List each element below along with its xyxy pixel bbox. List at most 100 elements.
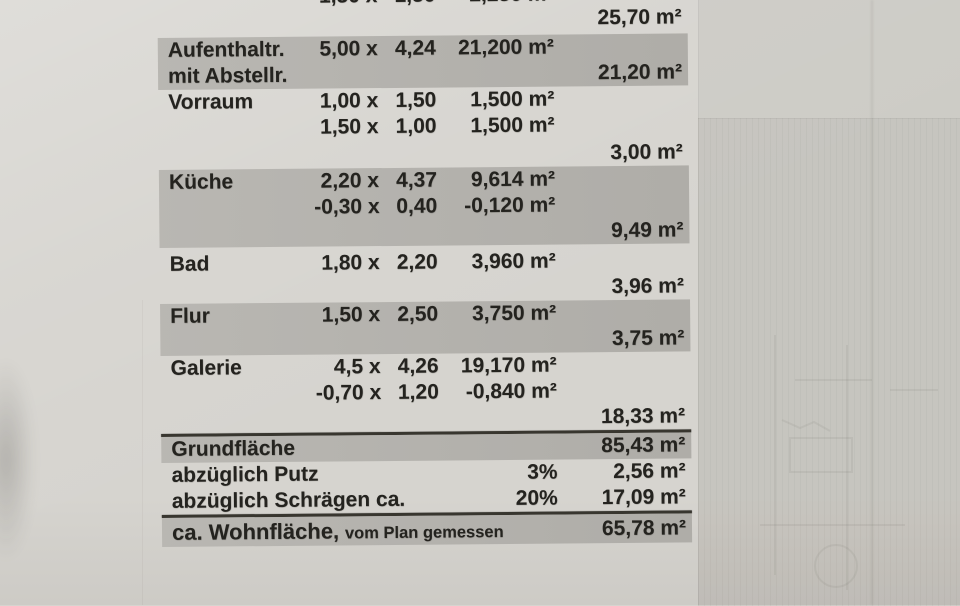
dim-width: [314, 220, 379, 247]
dim-height: [381, 406, 439, 433]
dim-width: [315, 328, 380, 355]
paper-crease-line: [142, 300, 143, 605]
dim-height: [377, 7, 435, 34]
summary-label: abzüglich Putz: [171, 462, 319, 487]
summary-label: abzüglich Schrägen ca.: [171, 487, 406, 513]
area-product: [435, 6, 553, 33]
dim-height: 1,20: [397, 380, 439, 404]
summary-row-schraegen: abzüglich Schrägen ca. 20% 17,09 m²: [162, 484, 692, 515]
area-subtotal: [555, 165, 689, 192]
dim-width: [314, 142, 379, 169]
room-label: [161, 407, 316, 434]
area-subtotal: 18,33 m²: [600, 404, 686, 429]
room-block-bad: Bad 1,80 x 2,20 3,960 m² 3,96 m²: [160, 247, 690, 304]
room-block-aufenthaltsraum: Aufenthaltr. 5,00 x 4,24 21,200 m² mit A…: [157, 33, 689, 91]
table-row: 18,33 m²: [161, 403, 691, 434]
paper-fold-line: [871, 0, 873, 605]
dim-width: 1,80 x: [321, 251, 380, 275]
area-product: 3,750 m²: [471, 301, 557, 326]
dim-height: [380, 276, 438, 303]
summary-value: 17,09 m²: [601, 485, 686, 510]
total-row-wohnflaeche: ca. Wohnfläche, vom Plan gemessen 65,78 …: [161, 513, 693, 550]
dim-height: [379, 142, 437, 169]
dim-width: [315, 276, 380, 303]
room-label: Bad: [169, 252, 210, 276]
area-product: -0,840 m²: [465, 379, 557, 404]
dim-width: -0,30 x: [314, 195, 380, 219]
area-product: [437, 219, 555, 246]
room-block-galerie: Galerie 4,5 x 4,26 19,170 m² -0,70 x 1,2…: [160, 351, 691, 434]
dim-width: 1,50 x: [320, 115, 379, 139]
area-subtotal: [557, 377, 691, 404]
paper-edge-shadow: [0, 320, 46, 600]
dim-width: 1,00 x: [319, 89, 379, 113]
dim-height: 1,00: [395, 114, 437, 138]
table-row: 1,50 x 1,00 1,500 m²: [158, 111, 688, 142]
dim-height: [379, 220, 437, 247]
dim-width: 2,20 x: [320, 169, 380, 193]
area-product: [438, 327, 556, 354]
area-subtotal: 3,00 m²: [610, 140, 683, 165]
area-calculation-table: 1,50 x 1,50 2,250 m² 25,70 m² Aufenthalt…: [157, 0, 693, 550]
area-product: [436, 61, 554, 88]
area-product: [438, 275, 556, 302]
dim-width: 1,50 x: [312, 0, 378, 10]
area-product: 9,614 m²: [470, 167, 556, 192]
table-row: 9,49 m²: [159, 217, 689, 248]
area-product: -0,120 m²: [464, 193, 556, 218]
room-label: Aufenthaltr.: [167, 37, 285, 62]
area-product: 1,500 m²: [470, 87, 555, 112]
summary-label: Grundfläche: [171, 436, 296, 461]
room-label: [161, 381, 316, 408]
area-subtotal: 9,49 m²: [610, 218, 684, 243]
dim-width: [316, 406, 381, 433]
dim-width: [312, 7, 377, 34]
dim-width: [313, 62, 378, 89]
summary-value: 2,56 m²: [613, 459, 686, 484]
total-label: ca. Wohnfläche, vom Plan gemessen: [162, 515, 558, 550]
room-label: [159, 143, 314, 170]
floorplan-ghost-lines: [760, 335, 938, 590]
area-subtotal: [554, 33, 688, 60]
dim-height: 2,50: [397, 302, 439, 326]
dim-height: 1,50: [377, 0, 435, 9]
room-block-flur: Flur 1,50 x 2,50 3,750 m² 3,75 m²: [160, 299, 691, 356]
area-product: 1,500 m²: [470, 113, 555, 138]
room-label: [159, 195, 314, 222]
room-label: [157, 8, 312, 35]
area-subtotal: [556, 351, 690, 378]
total-value: 65,78 m²: [601, 516, 687, 541]
dim-width: 5,00 x: [319, 37, 378, 61]
total-label-main: ca. Wohnfläche,: [171, 518, 340, 545]
area-subtotal: [556, 299, 690, 326]
summary-percent: 20%: [515, 486, 558, 510]
area-subtotal: 21,20 m²: [597, 60, 683, 85]
area-subtotal: [555, 191, 689, 218]
dim-height: 0,40: [396, 194, 438, 218]
room-label: [160, 277, 315, 304]
room-label: [160, 329, 315, 356]
dim-width: 4,5 x: [333, 355, 381, 379]
dim-height: 2,20: [396, 250, 438, 274]
room-label: [157, 0, 312, 11]
summary-percent: 3%: [527, 460, 558, 484]
room-label: Flur: [170, 304, 210, 328]
dim-width: 1,50 x: [321, 303, 381, 327]
dim-height: [378, 62, 436, 89]
dim-height: [380, 328, 438, 355]
room-label: Galerie: [170, 356, 242, 380]
room-label: [159, 221, 314, 248]
room-label: Vorraum: [168, 90, 254, 114]
dim-height: 4,26: [397, 354, 439, 378]
area-product: 19,170 m²: [460, 353, 557, 378]
summary-percent: [439, 434, 557, 461]
area-product: [437, 141, 555, 168]
dim-height: 1,50: [395, 88, 437, 112]
room-block-kueche: Küche 2,20 x 4,37 9,614 m² -0,30 x 0,40 …: [158, 165, 690, 249]
area-product: 21,200 m²: [457, 35, 554, 60]
room-label: [158, 115, 313, 142]
area-subtotal: 25,70 m²: [597, 5, 682, 30]
dim-width: -0,70 x: [315, 381, 382, 405]
summary-value: 85,43 m²: [601, 433, 686, 458]
room-label: Küche: [168, 170, 234, 194]
